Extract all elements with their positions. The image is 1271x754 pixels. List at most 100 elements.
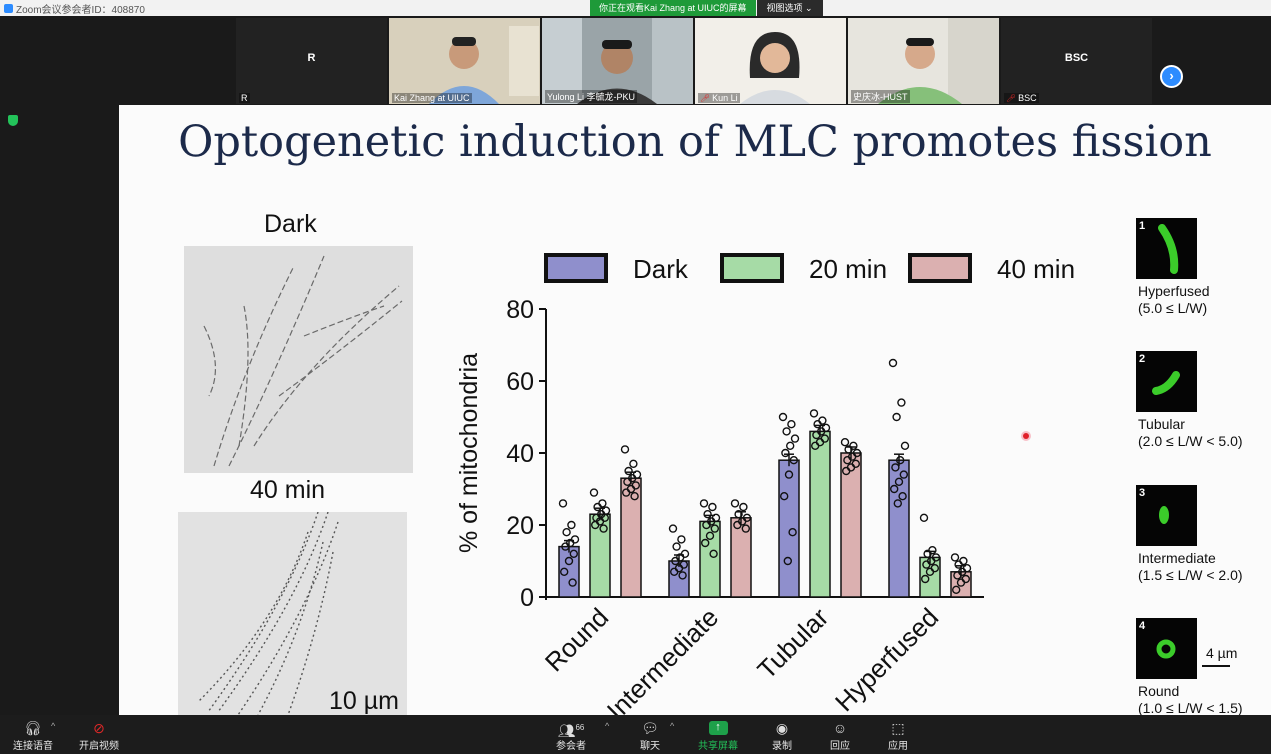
data-point bbox=[672, 542, 681, 551]
window-title: Zoom会议参会者ID：408870 bbox=[16, 4, 145, 16]
participant-tile[interactable]: R R bbox=[236, 18, 387, 104]
data-point bbox=[962, 564, 972, 573]
participant-initial: R bbox=[307, 52, 316, 64]
data-point bbox=[601, 506, 611, 515]
apps-button[interactable]: ⬚ 应用 bbox=[882, 719, 914, 752]
thumb-scale-bar bbox=[1202, 665, 1230, 667]
data-point bbox=[809, 409, 819, 418]
participant-video bbox=[542, 18, 693, 104]
data-point bbox=[812, 430, 821, 440]
data-point bbox=[677, 535, 686, 544]
join-audio-button[interactable]: 🎧︎ 连接语音 bbox=[10, 719, 56, 752]
record-button[interactable]: ◉ 录制 bbox=[766, 719, 798, 752]
tubular-thumbnail: 2 bbox=[1136, 351, 1197, 412]
data-point bbox=[678, 571, 687, 580]
share-screen-button[interactable]: ↑ 共享屏幕 bbox=[698, 721, 738, 752]
data-point bbox=[599, 524, 608, 533]
data-point bbox=[888, 358, 898, 368]
data-point bbox=[733, 520, 742, 530]
data-point bbox=[788, 528, 797, 537]
participants-caret[interactable]: ^ bbox=[605, 721, 610, 731]
start-video-button[interactable]: ⊘ 开启视频 bbox=[76, 719, 122, 752]
data-point bbox=[790, 434, 800, 443]
40min-label: 40 min bbox=[250, 476, 326, 504]
participant-name: 史庆冰-HUST bbox=[851, 90, 910, 103]
participants-button[interactable]: 👥︎66 参会者 bbox=[551, 719, 591, 752]
zoom-logo-icon bbox=[4, 3, 13, 13]
data-point bbox=[629, 459, 638, 469]
legend-label: Dark bbox=[633, 254, 689, 284]
data-point bbox=[570, 535, 580, 544]
data-point bbox=[821, 423, 831, 433]
participant-tile[interactable]: Kai Zhang at UIUC bbox=[389, 18, 540, 104]
data-point bbox=[620, 445, 630, 454]
data-point bbox=[699, 499, 709, 508]
reactions-button[interactable]: ☺ 回应 bbox=[824, 719, 856, 752]
data-point bbox=[781, 448, 790, 458]
data-point bbox=[703, 510, 712, 519]
slide-title: Optogenetic induction of MLC promotes fi… bbox=[178, 117, 1212, 167]
data-point bbox=[840, 437, 850, 447]
data-point bbox=[669, 567, 679, 576]
data-point bbox=[811, 441, 820, 451]
participant-initial: BSC bbox=[1064, 52, 1089, 64]
data-point bbox=[844, 445, 853, 454]
chat-caret[interactable]: ^ bbox=[670, 721, 675, 731]
data-point bbox=[898, 492, 907, 501]
meeting-toolbar: 🎧︎ 连接语音 ^ ⊘ 开启视频 👥︎66 参会者 ^ 💬︎ 聊天 ^ ↑ 共享… bbox=[0, 715, 1271, 754]
hyperfused-caption: Hyperfused (5.0 ≤ L/W) bbox=[1138, 283, 1210, 316]
category-label: Hyperfused bbox=[829, 602, 944, 715]
chat-button[interactable]: 💬︎ 聊天 bbox=[634, 719, 666, 752]
legend-label: 20 min bbox=[809, 254, 887, 284]
data-point bbox=[623, 477, 632, 487]
mic-muted-icon: 🎤︎ bbox=[1006, 94, 1017, 103]
legend-swatch bbox=[544, 253, 608, 283]
chat-icon: 💬︎ bbox=[641, 720, 659, 736]
thumb-scale-label: 4 µm bbox=[1206, 645, 1238, 661]
participant-tile[interactable]: 史庆冰-HUST bbox=[848, 18, 999, 104]
data-point bbox=[925, 567, 935, 576]
y-tick-label: 80 bbox=[506, 296, 534, 324]
round-caption: Round (1.0 ≤ L/W < 1.5) bbox=[1138, 683, 1243, 715]
intermediate-thumbnail: 3 bbox=[1136, 485, 1197, 546]
40min-micrograph bbox=[178, 512, 407, 715]
participant-tile[interactable]: 🎤︎ Kun Li bbox=[695, 18, 846, 104]
bar bbox=[809, 430, 831, 598]
shared-screen: Optogenetic induction of MLC promotes fi… bbox=[119, 105, 1271, 715]
data-point bbox=[780, 492, 789, 501]
data-point bbox=[708, 502, 717, 512]
data-point bbox=[593, 502, 602, 512]
data-point bbox=[711, 513, 721, 522]
participant-tile[interactable]: Yulong Li 李毓龙-PKU bbox=[542, 18, 693, 104]
legend-swatch bbox=[720, 253, 784, 283]
data-point bbox=[559, 567, 569, 576]
participant-tile[interactable]: BSC 🎤︎ BSC bbox=[1001, 18, 1152, 104]
data-point bbox=[818, 416, 827, 425]
participant-name: R bbox=[239, 93, 250, 103]
participant-name: 🎤︎ Kun Li bbox=[698, 93, 740, 103]
y-tick-label: 0 bbox=[520, 584, 534, 612]
hyperfused-thumbnail: 1 bbox=[1136, 218, 1197, 279]
y-axis-label: % of mitochondria bbox=[455, 353, 483, 553]
data-point bbox=[561, 542, 570, 551]
data-point bbox=[668, 524, 678, 533]
data-point bbox=[701, 538, 710, 548]
participant-name: 🎤︎ BSC bbox=[1004, 93, 1039, 103]
view-options-button[interactable]: 视图选项 ⌄ bbox=[756, 0, 823, 16]
record-icon: ◉ bbox=[775, 720, 789, 736]
data-point bbox=[891, 463, 900, 472]
category-label: Round bbox=[539, 602, 614, 677]
data-point bbox=[954, 560, 963, 569]
data-point bbox=[680, 549, 690, 558]
data-point bbox=[953, 571, 962, 580]
audio-options-caret[interactable]: ^ bbox=[51, 721, 56, 731]
intermediate-caption: Intermediate (1.5 ≤ L/W < 2.0) bbox=[1138, 550, 1243, 583]
next-page-button[interactable]: › bbox=[1160, 65, 1183, 88]
data-point bbox=[568, 578, 577, 587]
laser-pointer bbox=[1021, 431, 1031, 441]
data-point bbox=[558, 499, 568, 508]
data-point bbox=[621, 488, 631, 497]
bar bbox=[840, 452, 862, 598]
data-point bbox=[959, 556, 968, 566]
data-point bbox=[890, 484, 899, 494]
